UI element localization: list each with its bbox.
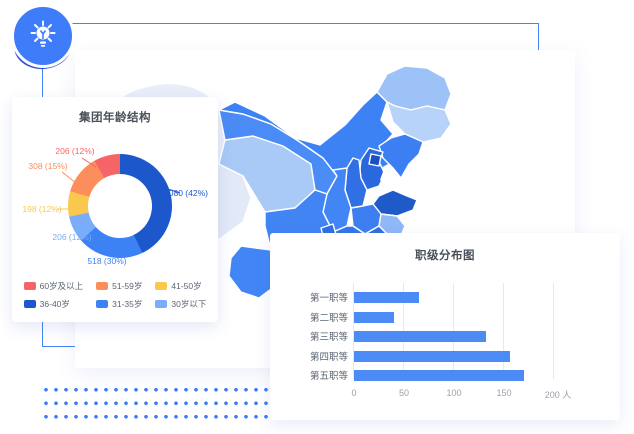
connector-line-left-v2 bbox=[42, 322, 43, 347]
donut-label: 1080 (42%) bbox=[164, 188, 208, 198]
category-label: 第一职等 bbox=[309, 293, 348, 304]
connector-line-top-h bbox=[70, 23, 539, 24]
x-tick: 100 bbox=[446, 388, 462, 398]
legend-swatch bbox=[96, 300, 109, 308]
legend-label: 36-40岁 bbox=[39, 299, 70, 309]
x-tick: 0 bbox=[351, 388, 357, 398]
bar-rank-2[interactable] bbox=[354, 312, 394, 323]
lightbulb-icon bbox=[30, 20, 56, 47]
x-tick: 200 人 bbox=[544, 390, 572, 400]
legend-item-51-59[interactable]: 51-59岁 bbox=[96, 280, 142, 292]
legend-label: 31-35岁 bbox=[112, 299, 143, 309]
badge-circle bbox=[11, 4, 75, 68]
region-beijing[interactable] bbox=[368, 153, 382, 167]
bar-rank-4[interactable] bbox=[354, 351, 510, 362]
rank-chart-title: 职级分布图 bbox=[415, 250, 475, 262]
age-structure-card: 集团年龄结构 1080 (42%) 518 (30%) 206 (12%) 19… bbox=[12, 97, 218, 322]
category-label: 第二职等 bbox=[309, 313, 348, 324]
connector-line-top-v bbox=[538, 23, 539, 52]
x-tick: 150 bbox=[496, 388, 512, 398]
bar-rank-3[interactable] bbox=[354, 331, 486, 342]
bohai-sea-notch bbox=[380, 166, 399, 190]
idea-badge bbox=[8, 2, 80, 74]
donut-label: 206 (12%) bbox=[55, 146, 95, 156]
legend-item-41-50[interactable]: 41-50岁 bbox=[155, 280, 206, 292]
legend-item-31-35[interactable]: 31-35岁 bbox=[96, 298, 142, 310]
category-label: 第五职等 bbox=[309, 371, 348, 382]
bar-rank-1[interactable] bbox=[354, 292, 419, 303]
age-donut-chart[interactable] bbox=[68, 154, 172, 258]
legend-swatch bbox=[23, 300, 36, 308]
legend-swatch bbox=[155, 300, 168, 308]
legend-item-60plus[interactable]: 60岁及以上 bbox=[23, 280, 84, 292]
rank-distribution-card: 职级分布图 第一职等 第二职等 第三职等 第四职等 第五职等 0 50 100 … bbox=[270, 233, 620, 420]
age-chart-title: 集团年龄结构 bbox=[79, 112, 151, 124]
legend-label: 41-50岁 bbox=[171, 281, 202, 291]
legend-swatch bbox=[23, 282, 36, 290]
category-label: 第四职等 bbox=[309, 352, 348, 363]
region-liaoning[interactable] bbox=[378, 133, 424, 179]
connector-line-left-v1 bbox=[42, 66, 43, 98]
legend-item-under30[interactable]: 30岁以下 bbox=[155, 298, 206, 310]
region-jilin[interactable] bbox=[386, 101, 452, 143]
category-label: 第三职等 bbox=[309, 332, 348, 343]
donut-hole bbox=[88, 174, 152, 238]
donut-label: 206 (12%) bbox=[52, 232, 92, 242]
legend-item-36-40[interactable]: 36-40岁 bbox=[23, 298, 83, 310]
donut-label: 518 (30%) bbox=[87, 256, 127, 266]
legend-label: 30岁以下 bbox=[171, 299, 207, 309]
donut-label: 198 (12%) bbox=[22, 204, 62, 214]
connector-line-left-h bbox=[42, 346, 78, 347]
x-tick: 50 bbox=[398, 388, 410, 398]
bar-plot-area bbox=[353, 283, 569, 381]
dots-pattern bbox=[40, 382, 274, 420]
legend-swatch bbox=[155, 282, 168, 290]
legend-swatch bbox=[96, 282, 109, 290]
legend-label: 60岁及以上 bbox=[39, 281, 84, 291]
bar-rank-5[interactable] bbox=[354, 370, 524, 381]
age-chart-legend: 60岁及以上 51-59岁 41-50岁 36-40岁 31-35岁 30岁以下 bbox=[12, 280, 218, 310]
donut-label: 308 (15%) bbox=[28, 161, 68, 171]
legend-label: 51-59岁 bbox=[112, 281, 143, 291]
